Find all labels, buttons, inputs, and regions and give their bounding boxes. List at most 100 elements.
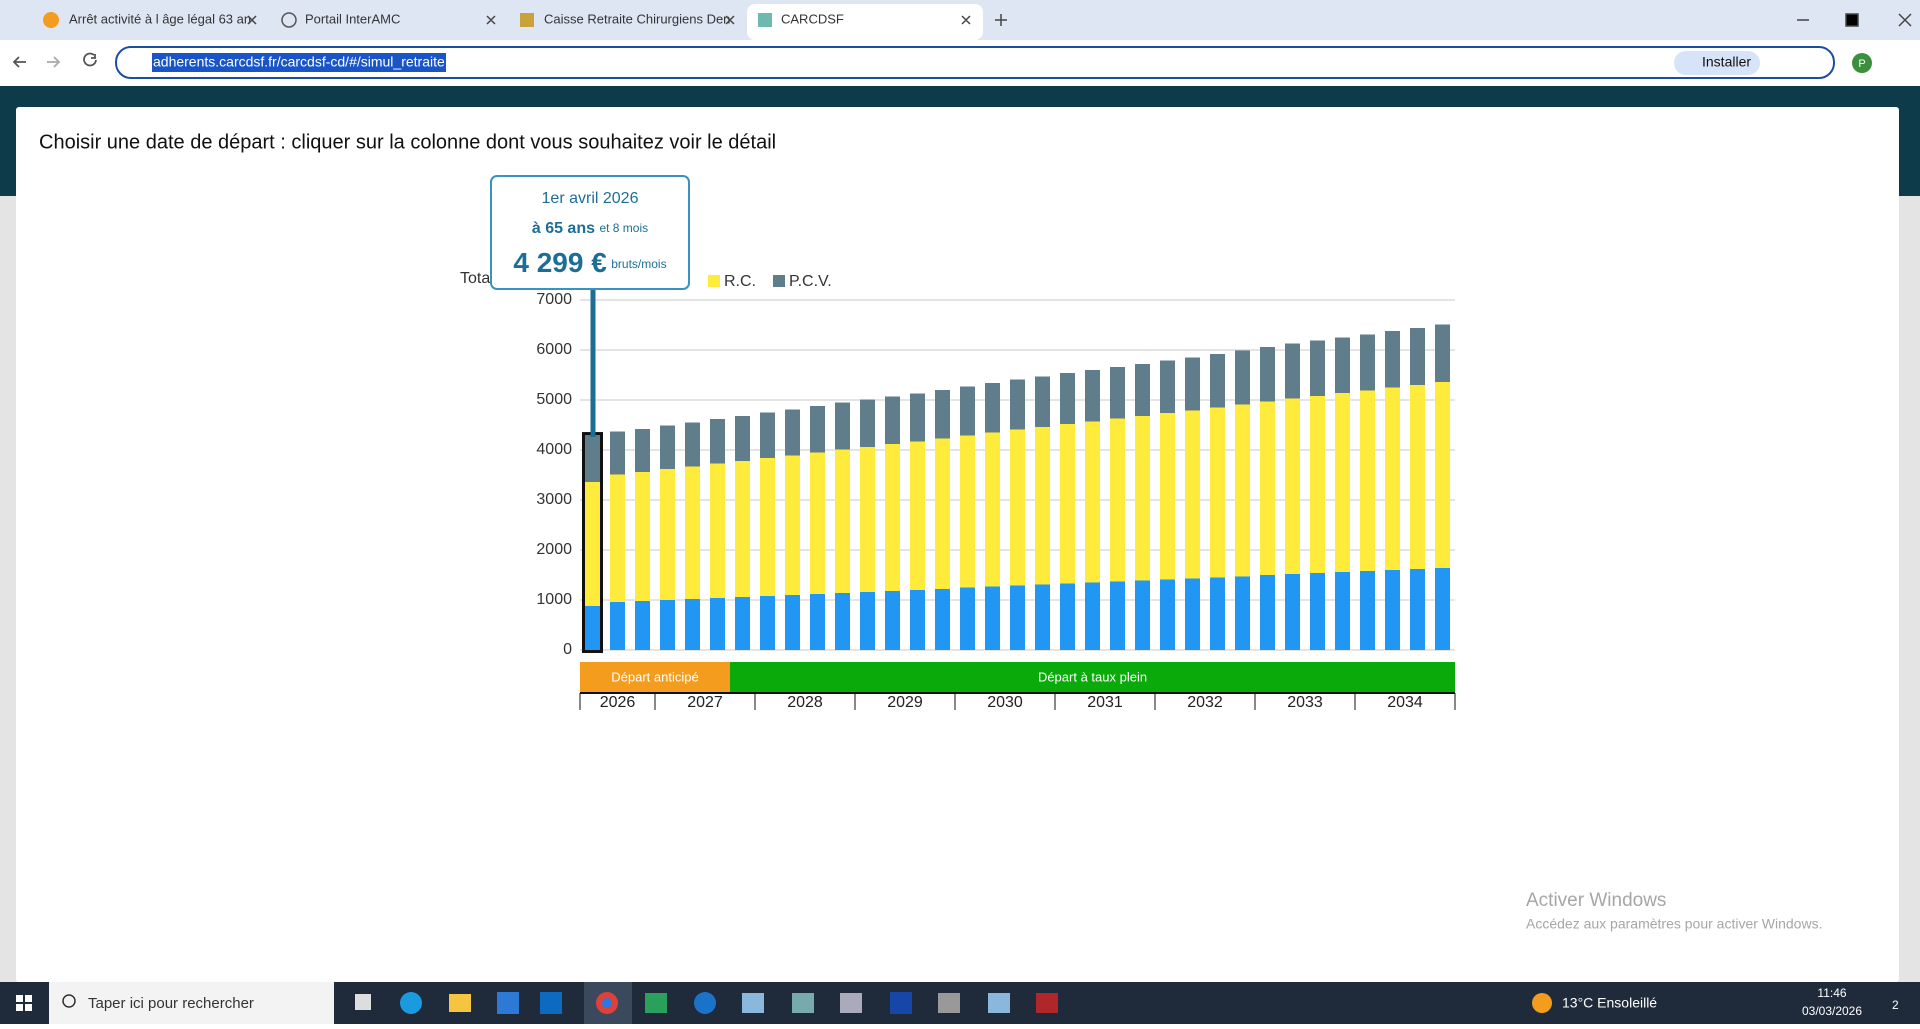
bar-segment — [710, 463, 725, 598]
bar-segment — [935, 390, 950, 439]
notification-count[interactable]: 2 — [1892, 998, 1899, 1012]
bar-segment — [1260, 575, 1275, 650]
bar-segment — [835, 449, 850, 593]
phase-label: Départ à taux plein — [1038, 669, 1147, 684]
legend-label: R.C. — [724, 273, 756, 290]
y-tick-label: 1000 — [536, 591, 572, 608]
clock-time[interactable]: 11:46 — [1817, 986, 1846, 1000]
watermark-text: Accédez aux paramètres pour activer Wind… — [1526, 916, 1822, 932]
url-selection — [152, 53, 446, 72]
clock-date[interactable]: 03/03/2026 — [1802, 1004, 1862, 1018]
year-label: 2030 — [987, 694, 1023, 711]
bar-segment — [635, 472, 650, 601]
profile-avatar[interactable] — [1852, 53, 1872, 73]
tooltip-age-years: à 65 ans — [532, 220, 595, 237]
bar-segment — [1010, 379, 1025, 430]
bar-segment — [1060, 583, 1075, 650]
bar-segment — [1110, 367, 1125, 419]
bar-segment — [835, 402, 850, 450]
profile-initial[interactable]: P — [1858, 58, 1865, 70]
y-tick-label: 0 — [563, 641, 572, 658]
bar-segment — [1010, 585, 1025, 650]
bar-segment — [585, 482, 600, 606]
year-label: 2028 — [787, 694, 823, 711]
tab-title[interactable]: Caisse Retraite Chirurgiens Den — [544, 11, 730, 26]
weather-icon[interactable] — [1532, 993, 1552, 1013]
bar-segment — [760, 412, 775, 458]
bar-segment — [635, 601, 650, 650]
phase-label: Départ anticipé — [611, 669, 698, 684]
legend-label: P.C.V. — [789, 273, 832, 290]
weather[interactable]: 13°C Ensoleillé — [1562, 995, 1657, 1011]
active-tab[interactable] — [747, 4, 983, 40]
tab-title[interactable]: CARCDSF — [781, 11, 844, 26]
search-placeholder[interactable]: Taper ici pour rechercher — [88, 995, 254, 1012]
bar-segment — [1235, 576, 1250, 650]
taskbar-apps[interactable] — [355, 982, 1058, 1024]
bar-segment — [1085, 370, 1100, 422]
year-label: 2033 — [1287, 694, 1323, 711]
bar-segment — [935, 438, 950, 589]
bar-segment — [1185, 410, 1200, 579]
bar-segment — [860, 399, 875, 447]
bar-segment — [1160, 579, 1175, 650]
bar-segment — [1035, 427, 1050, 585]
bar-segment — [710, 598, 725, 650]
bar-segment — [1085, 582, 1100, 650]
bar-segment — [1335, 337, 1350, 393]
bar-segment — [1210, 577, 1225, 650]
bar-segment — [760, 596, 775, 650]
bar-segment — [1210, 407, 1225, 578]
tab-title[interactable]: Arrêt activité à l âge légal 63 an — [69, 11, 251, 26]
year-label: 2032 — [1187, 694, 1223, 711]
bar-segment — [585, 435, 600, 482]
bar-segment — [1260, 401, 1275, 575]
bar-segment — [1310, 340, 1325, 396]
install-label[interactable]: Installer — [1702, 54, 1751, 70]
bar-segment — [1435, 382, 1450, 568]
y-tick-label: 5000 — [536, 391, 572, 408]
bar-segment — [1135, 364, 1150, 416]
bar-segment — [735, 416, 750, 461]
bar-segment — [1160, 360, 1175, 413]
address-bar[interactable] — [115, 46, 1835, 79]
install-button[interactable] — [1674, 51, 1760, 75]
bar-segment — [910, 590, 925, 650]
bar-segment — [1235, 350, 1250, 405]
y-tick-label: 4000 — [536, 441, 572, 458]
tooltip-date: 1er avril 2026 — [542, 190, 639, 207]
bar-segment — [1310, 573, 1325, 650]
year-label: 2026 — [600, 694, 636, 711]
bar-segment — [660, 425, 675, 469]
bar-segment — [760, 458, 775, 596]
bar-segment — [1335, 572, 1350, 650]
start-button[interactable] — [16, 995, 32, 1011]
bar-segment — [960, 435, 975, 588]
search-box[interactable] — [49, 982, 334, 1024]
bar-segment — [1010, 429, 1025, 586]
tab-title[interactable]: Portail InterAMC — [305, 11, 400, 26]
bar-segment — [1310, 396, 1325, 573]
phase-band — [730, 662, 1455, 692]
nav-icons — [12, 52, 97, 68]
bar-segment — [610, 602, 625, 650]
bar-segment — [960, 587, 975, 650]
bar-segment — [685, 422, 700, 467]
card — [16, 107, 1899, 982]
bar-segment — [635, 429, 650, 472]
bar-segment — [1110, 581, 1125, 650]
legend-swatch — [708, 275, 720, 287]
heading: Choisir une date de départ : cliquer sur… — [39, 131, 776, 153]
bar-segment — [1185, 357, 1200, 411]
chart: Tota 0 1000 2000 3000 4000 5000 6000 7000 R.C. P.C… — [460, 270, 1456, 711]
bar-segment — [785, 455, 800, 595]
bar-segment — [1160, 413, 1175, 580]
tab-icon — [520, 13, 534, 27]
tooltip-age-months: et 8 mois — [599, 221, 648, 235]
url[interactable]: adherents.carcdsf.fr/carcdsf-cd/#/simul_… — [153, 54, 445, 70]
tab-icon — [281, 12, 297, 28]
bar-segment — [1285, 343, 1300, 399]
bar-segment — [610, 431, 625, 475]
bar-segment — [1410, 385, 1425, 569]
